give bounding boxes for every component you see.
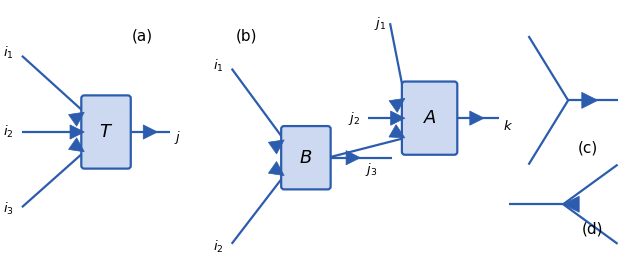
FancyBboxPatch shape	[81, 95, 131, 169]
Polygon shape	[389, 125, 405, 138]
Polygon shape	[390, 111, 405, 125]
Polygon shape	[268, 162, 284, 176]
Text: $i_3$: $i_3$	[3, 201, 14, 217]
Polygon shape	[470, 111, 484, 125]
Text: $i_1$: $i_1$	[3, 45, 14, 61]
FancyBboxPatch shape	[281, 126, 331, 189]
Text: $j_2$: $j_2$	[348, 110, 360, 127]
Text: $j_1$: $j_1$	[374, 15, 386, 32]
Polygon shape	[346, 150, 360, 165]
Text: (a): (a)	[132, 29, 153, 44]
FancyBboxPatch shape	[402, 82, 458, 155]
Polygon shape	[268, 140, 284, 154]
Text: (d): (d)	[582, 221, 604, 237]
Text: $j_3$: $j_3$	[365, 161, 378, 178]
Polygon shape	[389, 98, 405, 112]
Text: $i_1$: $i_1$	[213, 58, 224, 74]
Text: (b): (b)	[236, 29, 257, 44]
Polygon shape	[68, 138, 84, 152]
Text: $k$: $k$	[503, 119, 513, 133]
Text: $T$: $T$	[99, 123, 113, 141]
Polygon shape	[582, 92, 598, 108]
Text: $B$: $B$	[300, 149, 312, 167]
Polygon shape	[70, 125, 84, 139]
Polygon shape	[563, 196, 579, 212]
Text: $i_2$: $i_2$	[3, 124, 14, 140]
Text: $j$: $j$	[174, 129, 182, 147]
Text: (c): (c)	[578, 140, 598, 155]
Text: $A$: $A$	[422, 109, 436, 127]
Text: $i_2$: $i_2$	[213, 239, 224, 255]
Polygon shape	[68, 112, 84, 126]
Polygon shape	[143, 125, 157, 139]
